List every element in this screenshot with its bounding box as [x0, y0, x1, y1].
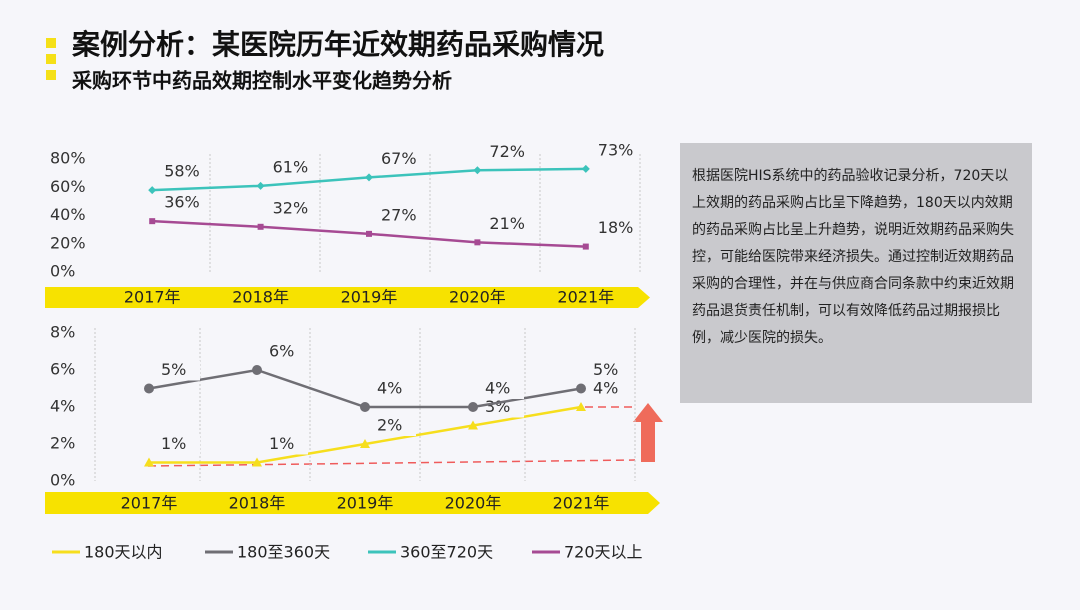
y-tick-label: 4% [50, 397, 75, 416]
legend-label: 180天以内 [84, 543, 163, 562]
point [582, 243, 589, 250]
point [581, 164, 590, 173]
y-tick-label: 20% [50, 233, 86, 252]
data-label-bg [374, 416, 416, 436]
point [252, 457, 262, 467]
data-label: 36% [164, 193, 200, 212]
y-tick-label: 80% [50, 149, 86, 168]
data-label: 18% [598, 218, 634, 237]
point [576, 402, 586, 411]
data-label: 5% [161, 360, 186, 379]
x-tick-label: 2017年 [124, 288, 181, 307]
data-label: 61% [273, 157, 309, 176]
data-label-bg [594, 218, 637, 239]
point [256, 181, 265, 190]
data-label-bg [158, 434, 200, 455]
data-label: 32% [273, 198, 309, 217]
x-tick-label: 2017年 [121, 494, 178, 513]
y-tick-label: 60% [50, 177, 86, 196]
point [366, 230, 372, 237]
data-label-bg [594, 140, 637, 161]
data-label: 4% [593, 379, 618, 398]
point [468, 402, 478, 412]
data-label-bg [590, 360, 632, 381]
data-label: 4% [485, 379, 510, 398]
annotation-dash [147, 459, 636, 467]
legend-label: 720天以上 [564, 543, 643, 562]
data-label: 2% [377, 416, 402, 435]
point [144, 383, 154, 394]
data-label-bg [266, 434, 308, 455]
data-label: 4% [377, 379, 402, 398]
point [144, 457, 154, 467]
y-tick-label: 6% [50, 360, 75, 379]
title-marker [46, 38, 56, 48]
data-label: 21% [489, 214, 525, 233]
point [474, 239, 481, 246]
data-label-bg [161, 162, 204, 183]
x-tick-label: 2020年 [445, 494, 502, 513]
data-label: 67% [381, 149, 417, 168]
annotation-arrow [633, 403, 663, 462]
point [468, 420, 478, 430]
x-tick-label: 2021年 [553, 494, 610, 513]
data-label: 73% [598, 140, 634, 159]
point [360, 402, 370, 412]
data-label-bg [486, 214, 529, 235]
x-tick-label: 2020年 [449, 288, 506, 307]
legend-label: 360至720天 [400, 543, 493, 562]
data-label: 5% [593, 360, 618, 379]
data-label: 27% [381, 205, 417, 224]
point [148, 186, 157, 195]
data-label-bg [269, 157, 312, 178]
data-label-bg [590, 379, 632, 399]
title-marker [46, 70, 56, 80]
point [252, 365, 262, 375]
category-ribbon [45, 492, 660, 514]
title-marker [46, 54, 56, 64]
data-label: 1% [269, 434, 294, 453]
data-label: 1% [161, 434, 186, 453]
data-label-bg [378, 149, 420, 170]
data-label-bg [486, 142, 529, 163]
data-label: 58% [164, 162, 200, 181]
x-tick-label: 2018年 [229, 494, 286, 513]
x-tick-label: 2018年 [232, 288, 289, 307]
data-label: 3% [485, 397, 510, 416]
data-label: 72% [489, 142, 525, 161]
y-tick-label: 0% [50, 262, 75, 281]
y-tick-label: 8% [50, 323, 75, 342]
data-label-bg [374, 379, 416, 399]
point [360, 439, 370, 448]
point [473, 166, 482, 175]
data-label-bg [266, 342, 308, 362]
y-tick-label: 0% [50, 471, 75, 490]
data-label-bg [161, 193, 204, 214]
point [149, 218, 156, 225]
y-tick-label: 2% [50, 434, 75, 453]
title: 案例分析：某医院历年近效期药品采购情况 [72, 28, 604, 61]
point [257, 223, 264, 230]
note-box: 根据医院HIS系统中的药品验收记录分析，720天以上效期的药品采购占比呈下降趋势… [680, 143, 1032, 403]
legend-label: 180至360天 [237, 543, 330, 562]
data-label: 6% [269, 342, 294, 361]
point [576, 383, 586, 394]
x-tick-label: 2019年 [341, 288, 398, 307]
data-label-bg [482, 379, 524, 399]
data-label-bg [158, 360, 200, 381]
data-label-bg [269, 198, 312, 219]
category-ribbon [45, 287, 650, 308]
x-tick-label: 2021年 [557, 288, 614, 307]
y-tick-label: 40% [50, 205, 86, 224]
point [365, 173, 373, 182]
data-label-bg [378, 205, 420, 226]
x-tick-label: 2019年 [337, 494, 394, 513]
subtitle: 采购环节中药品效期控制水平变化趋势分析 [72, 69, 452, 93]
